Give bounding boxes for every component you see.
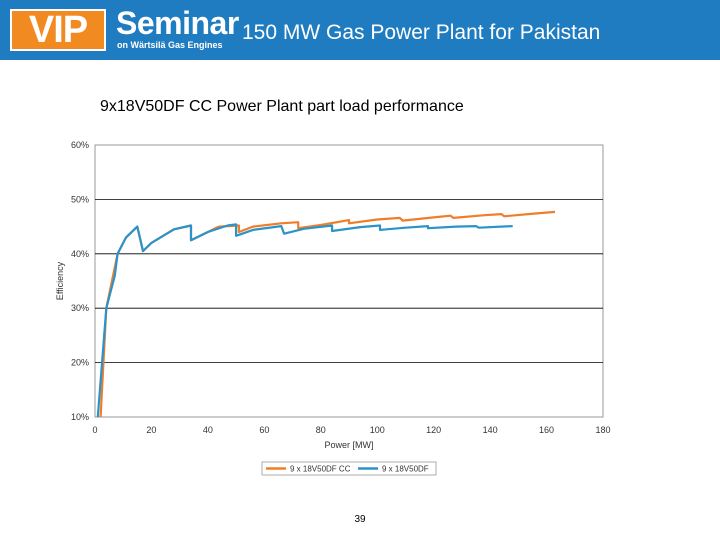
- y-axis-label: Efficiency: [55, 261, 65, 300]
- series-line-df: [96, 223, 513, 418]
- x-tick-label: 160: [539, 425, 554, 435]
- y-tick-label: 50%: [71, 194, 89, 204]
- x-tick-label: 20: [146, 425, 156, 435]
- header-title: 150 MW Gas Power Plant for Pakistan: [242, 21, 601, 44]
- x-tick-label: 80: [316, 425, 326, 435]
- y-tick-label: 40%: [71, 249, 89, 259]
- y-tick-label: 60%: [71, 140, 89, 150]
- chart-title: 9x18V50DF CC Power Plant part load perfo…: [100, 98, 464, 115]
- legend-label: 9 x 18V50DF: [382, 465, 429, 474]
- legend-label: 9 x 18V50DF CC: [290, 465, 351, 474]
- plot-area: [94, 144, 604, 418]
- page-number: 39: [354, 514, 366, 525]
- vip-logo: VIP: [10, 9, 106, 51]
- x-tick-label: 100: [370, 425, 385, 435]
- seminar-subtitle: on Wärtsilä Gas Engines: [117, 40, 223, 50]
- x-tick-label: 60: [259, 425, 269, 435]
- x-tick-label: 40: [203, 425, 213, 435]
- x-axis-label: Power [MW]: [324, 440, 373, 450]
- y-tick-label: 30%: [71, 303, 89, 313]
- y-tick-label: 20%: [71, 358, 89, 368]
- x-tick-label: 140: [483, 425, 498, 435]
- x-tick-label: 120: [426, 425, 441, 435]
- x-tick-label: 180: [595, 425, 610, 435]
- header-banner: VIP Seminar on Wärtsilä Gas Engines 150 …: [0, 0, 720, 60]
- legend-box: [261, 461, 437, 476]
- y-tick-label: 10%: [71, 412, 89, 422]
- x-tick-label: 0: [92, 425, 97, 435]
- seminar-brand: Seminar: [116, 5, 239, 41]
